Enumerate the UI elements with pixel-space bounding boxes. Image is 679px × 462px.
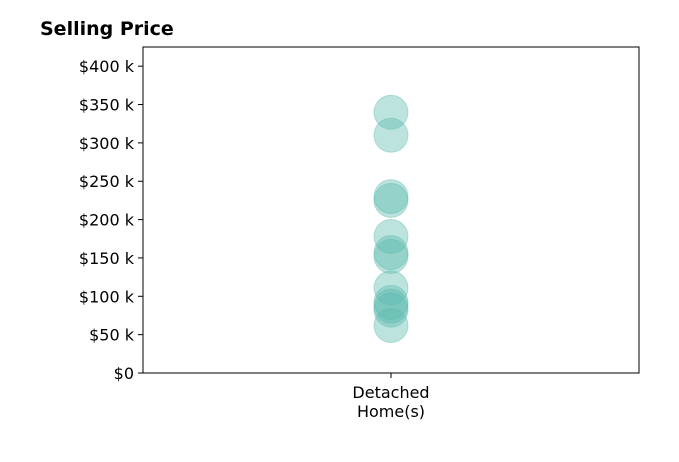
data-point bbox=[373, 307, 409, 343]
data-point bbox=[373, 182, 409, 218]
data-point bbox=[373, 288, 409, 324]
y-tick-label: $300 k bbox=[79, 134, 135, 153]
y-tick-label: $100 k bbox=[79, 287, 135, 306]
data-point bbox=[373, 179, 409, 215]
data-point bbox=[373, 94, 409, 130]
y-tick-label: $0 bbox=[114, 364, 134, 383]
data-point bbox=[373, 270, 409, 306]
data-point bbox=[373, 292, 409, 328]
data-point bbox=[373, 284, 409, 320]
y-tick-label: $250 k bbox=[79, 172, 135, 191]
y-tick-label: $400 k bbox=[79, 57, 135, 76]
data-point bbox=[373, 238, 409, 274]
x-tick-label: Detached Home(s) bbox=[352, 383, 429, 421]
y-axis: $0 $50 k $100 k $150 k $200 k $250 k $300 k $35… bbox=[79, 57, 143, 383]
y-tick-label: $200 k bbox=[79, 211, 135, 230]
chart-title: Selling Price bbox=[40, 18, 174, 40]
y-tick-label: $350 k bbox=[79, 96, 135, 115]
data-point bbox=[373, 218, 409, 254]
data-point bbox=[373, 117, 409, 153]
data-points bbox=[373, 94, 409, 343]
y-tick-label: $150 k bbox=[79, 249, 135, 268]
x-axis: Detached Home(s) bbox=[352, 373, 430, 421]
y-tick-label: $50 k bbox=[89, 326, 135, 345]
data-point bbox=[373, 235, 409, 271]
